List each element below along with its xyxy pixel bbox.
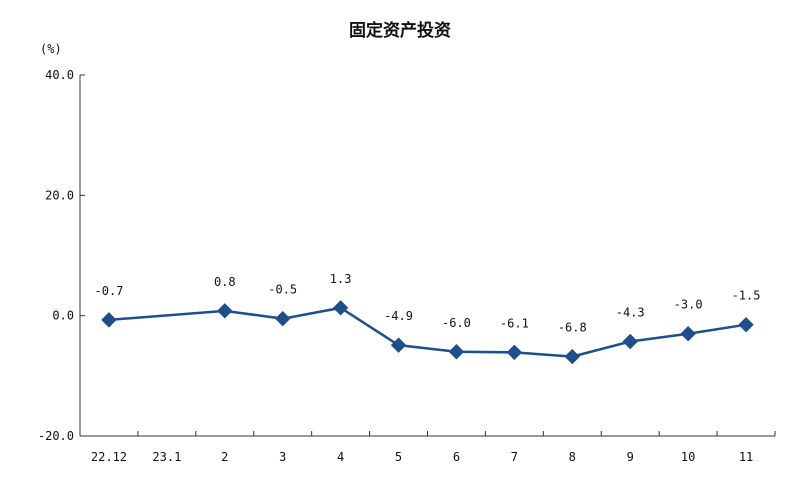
y-axis-label: (%) [40,42,62,56]
data-point [680,326,696,342]
x-tick-label: 3 [279,450,286,464]
x-tick-label: 2 [221,450,228,464]
data-point [275,310,291,327]
data-point [564,348,580,365]
x-tick-label: 6 [453,450,460,464]
x-tick-label: 22.12 [91,450,127,464]
x-tick-label: 10 [681,450,695,464]
x-tick-label: 23.1 [152,450,181,464]
axes [79,75,775,437]
data-point [506,344,523,361]
y-tick-label: 20.0 [45,188,74,202]
data-label: 1.3 [330,272,352,286]
x-tick-label: 9 [627,450,634,464]
data-point [101,312,117,328]
data-point [390,337,407,353]
y-tick-label: 0.0 [52,309,74,323]
data-label: -0.7 [95,284,124,298]
chart-title: 固定资产投资 [349,20,451,41]
x-ticks: 22.12 23.1 2 3 4 5 6 7 8 9 10 11 [79,431,776,464]
x-tick-label: 11 [739,450,753,464]
series-group: -0.7 0.8 -0.5 1.3 -4.9 -6.0 -6.1 -6.8 -4.3 -3.0 -1… [95,272,761,365]
series-line [108,306,747,358]
x-tick-label: 5 [395,450,402,464]
data-label: -4.3 [616,306,645,320]
data-label: -6.1 [500,316,529,330]
data-point [217,303,233,319]
data-point [738,316,754,333]
data-label: -6.0 [442,316,471,330]
y-tick-label: -20.0 [38,429,74,443]
y-tick-label: 40.0 [45,68,74,82]
data-point [622,333,638,350]
x-tick-label: 7 [511,450,518,464]
y-ticks: 40.0 20.0 0.0 -20.0 [38,68,85,443]
x-tick-label: 8 [569,450,576,464]
data-label: -6.8 [558,321,587,335]
data-label: -4.9 [384,309,413,323]
data-point [332,300,349,316]
x-tick-label: 4 [337,450,344,464]
data-label: -1.5 [732,289,761,303]
data-point [448,344,465,360]
data-label: -3.0 [674,298,703,312]
data-label: 0.8 [214,275,236,289]
data-label: -0.5 [268,283,297,297]
